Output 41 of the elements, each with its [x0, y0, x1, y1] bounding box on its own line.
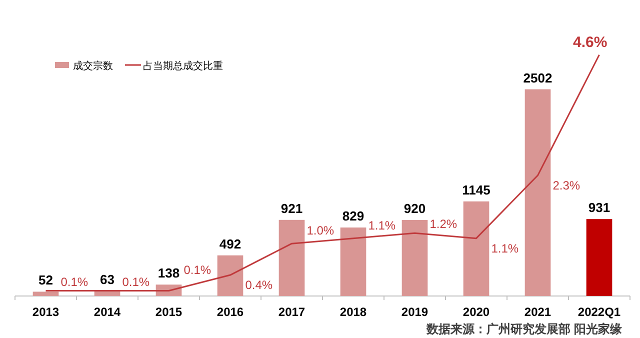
bar — [586, 219, 612, 296]
x-tick-label: 2017 — [278, 305, 306, 319]
bar — [278, 220, 305, 296]
data-label: 829 — [342, 208, 364, 224]
bar — [402, 220, 428, 296]
x-tick-label: 2013 — [32, 305, 60, 319]
data-label: 920 — [404, 200, 426, 216]
data-label: 492 — [219, 236, 242, 252]
x-tick-label: 2021 — [524, 305, 552, 319]
data-label: 1.2% — [430, 217, 458, 232]
data-label: 1.0% — [306, 224, 334, 238]
data-label: 52 — [38, 272, 53, 288]
data-label: 2.3% — [552, 178, 580, 192]
x-tick-label: 2015 — [155, 305, 182, 319]
bar — [217, 255, 244, 296]
data-label: 138 — [158, 266, 180, 281]
data-label: 0.4% — [245, 278, 273, 292]
data-label: 2502 — [523, 70, 552, 86]
data-label: 0.1% — [122, 274, 150, 289]
data-label: 931 — [588, 200, 610, 216]
x-tick-label: 2018 — [340, 305, 367, 319]
data-label: 1.1% — [491, 241, 519, 256]
legend-label: 占当期总成交比重 — [143, 60, 223, 72]
x-tick-label: 2016 — [216, 305, 244, 319]
legend-label: 成交宗数 — [73, 60, 113, 72]
x-tick-label: 2014 — [94, 305, 121, 319]
data-label: 4.6% — [573, 34, 608, 51]
bar — [32, 292, 59, 296]
data-label: 1.1% — [368, 218, 396, 232]
bar — [463, 201, 490, 296]
data-label: 63 — [100, 272, 114, 287]
data-label: 0.1% — [184, 263, 212, 278]
data-label: 1145 — [462, 182, 490, 198]
data-label: 0.1% — [60, 274, 88, 289]
source-note: 数据来源：广州研究发展部 阳光家缘 — [426, 322, 622, 336]
bar — [340, 228, 366, 296]
data-label: 921 — [280, 200, 303, 216]
x-tick-label: 2022Q1 — [578, 305, 621, 319]
x-tick-label: 2019 — [401, 305, 428, 319]
x-tick-label: 2020 — [462, 305, 490, 319]
bar — [524, 89, 551, 296]
